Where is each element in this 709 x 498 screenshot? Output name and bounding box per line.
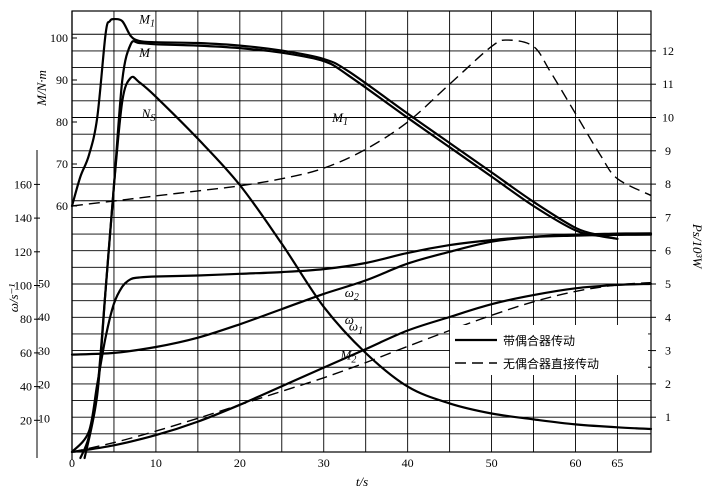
y-tick-label-omega: 100 [14, 279, 32, 293]
series-label-0: M1 [138, 11, 155, 29]
y-tick-label-inner: 20 [38, 378, 50, 392]
y-tick-label-omega: 160 [14, 177, 32, 191]
y-tick-label-Ps: 5 [665, 277, 671, 291]
y-tick-label-Ps: 10 [662, 111, 674, 125]
series-line-2 [83, 75, 653, 460]
series-line-1 [79, 40, 619, 460]
y-tick-label-omega: 140 [14, 211, 32, 225]
plot-frame [71, 10, 652, 453]
y-tick-label-Ps: 9 [665, 144, 671, 158]
legend-dashed-label: 无偶合器直接传动 [503, 356, 599, 371]
x-tick-label: 30 [318, 456, 330, 470]
x-tick-label: 40 [402, 456, 414, 470]
x-tick-label: 50 [486, 456, 498, 470]
tick-labels: 0 10 20 30 40 50 60 656070809010010203040502040… [14, 31, 674, 470]
y-tick-label-inner: 50 [38, 276, 50, 290]
y-tick-label-Ps: 4 [665, 310, 671, 324]
y-tick-label-Ps: 7 [665, 210, 671, 224]
series-label-2: NS [141, 106, 156, 124]
y-tick-label-Ps: 11 [662, 77, 674, 91]
y-tick-label-inner: 10 [38, 411, 50, 425]
y-tick-label-Ps: 8 [665, 177, 671, 191]
y-tick-label-omega: 80 [20, 312, 32, 326]
y-tick-label-Ps: 6 [665, 244, 671, 258]
x-tick-label: 10 [150, 456, 162, 470]
legend-box [450, 325, 648, 375]
series-label-1: M [138, 45, 151, 60]
y-tick-label-Ps: 1 [665, 410, 671, 424]
legend: 带偶合器传动 无偶合器直接传动 [450, 325, 648, 375]
y-tick-label-omega: 60 [20, 346, 32, 360]
series-label-6: M1 [331, 110, 348, 128]
series-label-7: ω [345, 312, 354, 327]
x-tick-label: 0 [69, 456, 75, 470]
x-tick-label: 60 [569, 456, 581, 470]
y-tick-label-omega: 40 [20, 380, 32, 394]
series-line-6 [71, 39, 652, 207]
y-axis-label-M: M/N·m [34, 70, 49, 107]
y-axis-label-omega: ω/s⁻¹ [6, 284, 21, 313]
y-tick-label-Ps: 12 [662, 44, 674, 58]
y-tick-label-M: 90 [56, 73, 68, 87]
y-tick-label-omega: 120 [14, 245, 32, 259]
legend-solid-label: 带偶合器传动 [503, 333, 575, 348]
series-line-0 [70, 17, 619, 240]
series-line-4 [70, 282, 653, 454]
y-tick-label-M: 100 [50, 31, 68, 45]
y-tick-label-omega: 20 [20, 413, 32, 427]
y-tick-label-M: 80 [56, 115, 68, 129]
y-tick-label-Ps: 2 [665, 377, 671, 391]
y-tick-label-inner: 40 [38, 310, 50, 324]
y-tick-label-M: 70 [56, 157, 68, 171]
y-tick-label-M: 60 [56, 199, 68, 213]
y-axis-label-Ps: Ps/10³W [690, 223, 705, 270]
series-line-7 [71, 281, 652, 453]
y-tick-label-Ps: 3 [665, 344, 671, 358]
x-axis-label: t/s [356, 474, 368, 489]
y-tick-label-inner: 30 [38, 344, 50, 358]
x-tick-label: 20 [234, 456, 246, 470]
x-tick-label: 65 [611, 456, 623, 470]
series-line-5 [70, 233, 653, 356]
